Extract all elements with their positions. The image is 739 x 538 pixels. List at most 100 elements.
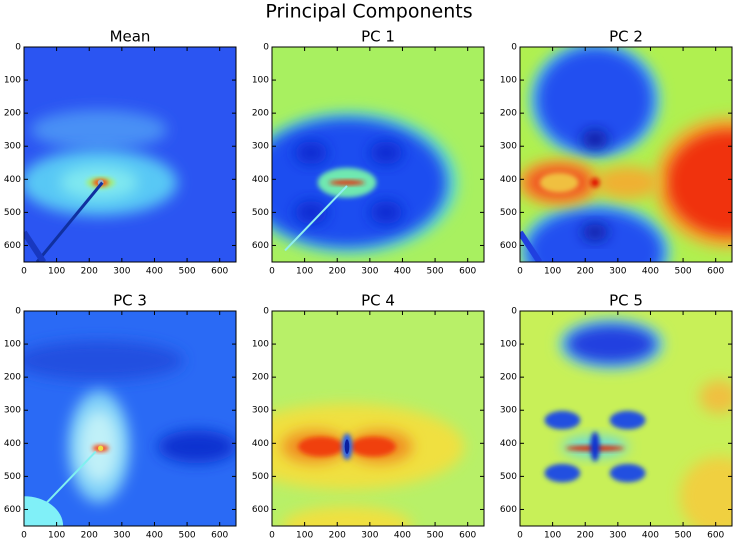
x-tick-label: 0 bbox=[269, 531, 275, 538]
panel-title: PC 5 bbox=[609, 292, 643, 310]
image-feature bbox=[350, 436, 396, 457]
panel: PC 2 0 100 200 300 400 500 600 0 100 200 300 400 500 6… bbox=[500, 28, 733, 277]
image bbox=[272, 47, 484, 262]
image-feature bbox=[369, 200, 403, 224]
image bbox=[24, 311, 236, 526]
y-tick-label: 200 bbox=[500, 373, 517, 383]
y-tick-label: 200 bbox=[500, 109, 517, 119]
y-tick-label: 300 bbox=[4, 142, 21, 152]
x-tick-label: 500 bbox=[178, 267, 195, 277]
image-feature bbox=[281, 506, 413, 526]
x-tick-label: 200 bbox=[81, 267, 98, 277]
x-tick-label: 300 bbox=[609, 531, 626, 538]
axes-frame bbox=[271, 310, 485, 527]
image-feature bbox=[294, 200, 328, 224]
x-tick-label: 400 bbox=[394, 267, 411, 277]
y-tick-label: 300 bbox=[252, 406, 269, 416]
x-tick-label: 200 bbox=[81, 531, 98, 538]
image-feature bbox=[609, 410, 646, 430]
y-tick-label: 100 bbox=[252, 76, 269, 86]
image-feature bbox=[581, 129, 609, 150]
x-tick-label: 400 bbox=[394, 531, 411, 538]
x-tick-label: 600 bbox=[211, 267, 228, 277]
x-tick-label: 400 bbox=[642, 531, 659, 538]
x-tick-label: 600 bbox=[459, 531, 476, 538]
image-feature bbox=[329, 180, 365, 185]
y-tick-label: 300 bbox=[500, 406, 517, 416]
panel-title: PC 2 bbox=[609, 28, 643, 46]
y-tick-label: 300 bbox=[500, 142, 517, 152]
x-tick-label: 300 bbox=[361, 531, 378, 538]
y-tick-label: 0 bbox=[15, 307, 21, 317]
image-feature bbox=[595, 166, 661, 200]
x-tick-label: 400 bbox=[642, 267, 659, 277]
x-tick-label: 300 bbox=[113, 267, 130, 277]
image-feature bbox=[24, 230, 47, 262]
image-feature bbox=[35, 181, 104, 262]
image-feature bbox=[157, 430, 236, 464]
image-feature bbox=[298, 436, 344, 457]
x-tick-label: 200 bbox=[329, 531, 346, 538]
x-tick-label: 100 bbox=[544, 267, 561, 277]
y-tick-label: 500 bbox=[4, 208, 21, 218]
image-feature bbox=[539, 172, 579, 193]
x-tick-label: 500 bbox=[426, 531, 443, 538]
y-tick-label: 100 bbox=[4, 340, 21, 350]
y-tick-label: 200 bbox=[4, 373, 21, 383]
x-tick-label: 0 bbox=[21, 531, 27, 538]
y-tick-label: 0 bbox=[263, 43, 269, 53]
image-feature bbox=[581, 223, 609, 241]
y-tick-label: 500 bbox=[500, 208, 517, 218]
panel: PC 3 0 100 200 300 400 500 600 0 100 200 300 400 500 6… bbox=[4, 292, 237, 538]
image bbox=[24, 47, 236, 262]
x-tick-label: 0 bbox=[269, 267, 275, 277]
y-tick-label: 300 bbox=[4, 406, 21, 416]
y-tick-label: 400 bbox=[4, 175, 21, 185]
x-tick-label: 300 bbox=[361, 267, 378, 277]
image-feature bbox=[520, 230, 543, 262]
y-tick-label: 500 bbox=[500, 472, 517, 482]
y-tick-label: 600 bbox=[500, 241, 517, 251]
image-feature bbox=[565, 324, 657, 364]
panel-title: PC 3 bbox=[113, 292, 147, 310]
y-tick-label: 0 bbox=[511, 43, 517, 53]
x-tick-label: 300 bbox=[113, 531, 130, 538]
x-tick-label: 500 bbox=[674, 267, 691, 277]
y-tick-label: 600 bbox=[252, 241, 269, 251]
axes-frame bbox=[519, 46, 733, 263]
image-feature bbox=[98, 445, 104, 451]
y-tick-label: 200 bbox=[252, 373, 269, 383]
axes-frame bbox=[23, 46, 237, 263]
x-tick-label: 600 bbox=[707, 531, 724, 538]
x-tick-label: 0 bbox=[517, 531, 523, 538]
image-feature bbox=[679, 456, 732, 526]
y-tick-label: 0 bbox=[263, 307, 269, 317]
axes-frame bbox=[519, 310, 733, 527]
x-tick-label: 0 bbox=[517, 267, 523, 277]
x-tick-label: 300 bbox=[609, 267, 626, 277]
axes-frame bbox=[271, 46, 485, 263]
x-tick-label: 100 bbox=[296, 531, 313, 538]
image-feature bbox=[24, 496, 64, 526]
image-feature bbox=[24, 340, 184, 381]
x-tick-label: 600 bbox=[707, 267, 724, 277]
image bbox=[520, 47, 732, 262]
axes-frame bbox=[23, 310, 237, 527]
y-tick-label: 600 bbox=[4, 241, 21, 251]
x-tick-label: 200 bbox=[577, 267, 594, 277]
image-feature bbox=[344, 439, 350, 454]
y-tick-label: 600 bbox=[500, 505, 517, 515]
image-feature bbox=[294, 141, 328, 165]
y-tick-label: 100 bbox=[252, 340, 269, 350]
x-tick-label: 200 bbox=[329, 267, 346, 277]
y-tick-label: 0 bbox=[15, 43, 21, 53]
x-tick-label: 600 bbox=[459, 267, 476, 277]
x-tick-label: 0 bbox=[21, 267, 27, 277]
y-tick-label: 400 bbox=[252, 175, 269, 185]
image-feature bbox=[30, 109, 168, 150]
image bbox=[272, 311, 484, 526]
y-tick-label: 500 bbox=[252, 208, 269, 218]
x-tick-label: 500 bbox=[178, 531, 195, 538]
x-tick-label: 400 bbox=[146, 267, 163, 277]
